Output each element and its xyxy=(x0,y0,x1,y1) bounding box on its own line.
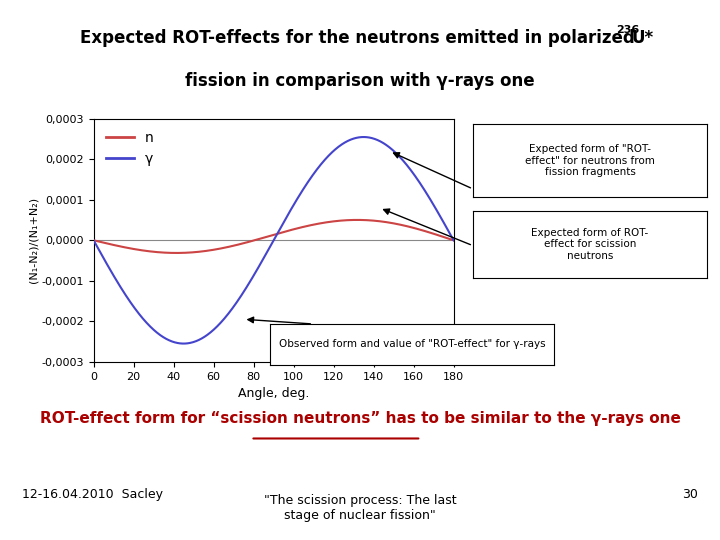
Legend: n, γ: n, γ xyxy=(101,126,159,172)
Text: 30: 30 xyxy=(683,488,698,501)
Text: Expected form of "ROT-
effect" for neutrons from
fission fragments: Expected form of "ROT- effect" for neutr… xyxy=(525,144,655,177)
Text: ROT-effect form for “scission neutrons” has to be similar to the γ-rays one: ROT-effect form for “scission neutrons” … xyxy=(40,411,680,426)
Text: 236: 236 xyxy=(616,25,639,35)
Y-axis label: (N₁-N₂)/(N₁+N₂): (N₁-N₂)/(N₁+N₂) xyxy=(29,197,38,284)
Text: Observed form and value of "ROT-effect" for γ-rays: Observed form and value of "ROT-effect" … xyxy=(279,339,546,349)
Text: fission in comparison with γ-rays one: fission in comparison with γ-rays one xyxy=(185,72,535,90)
X-axis label: Angle, deg.: Angle, deg. xyxy=(238,387,310,400)
Text: Expected ROT-effects for the neutrons emitted in polarized: Expected ROT-effects for the neutrons em… xyxy=(80,29,640,47)
Text: "The scission process: The last
stage of nuclear fission": "The scission process: The last stage of… xyxy=(264,495,456,522)
Text: Expected form of ROT-
effect for scission
neutrons: Expected form of ROT- effect for scissio… xyxy=(531,228,649,261)
Text: U*: U* xyxy=(631,29,654,47)
Text: 12-16.04.2010  Sacley: 12-16.04.2010 Sacley xyxy=(22,488,163,501)
